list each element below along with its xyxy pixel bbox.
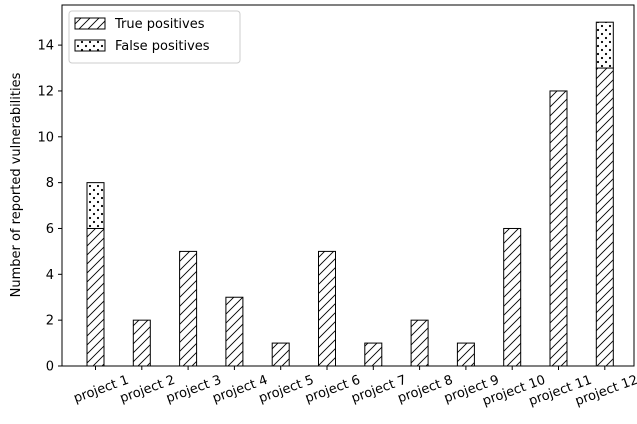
bar-false-positives-12 (595, 21, 614, 69)
bar-true-positives-1 (86, 227, 105, 367)
y-tick-label: 12 (37, 84, 54, 99)
bar-true-positives-10 (503, 227, 522, 367)
y-tick-label: 8 (46, 176, 54, 191)
bar-true-positives-3 (179, 250, 198, 367)
bar-true-positives-12 (595, 67, 614, 367)
bar-true-positives-8 (410, 319, 429, 367)
legend-swatch (74, 17, 106, 30)
bar-true-positives-2 (132, 319, 151, 367)
y-tick-label: 4 (46, 268, 54, 283)
legend-label: False positives (115, 39, 210, 54)
plot-frame (61, 4, 635, 367)
legend-frame (68, 10, 241, 64)
y-tick-label: 10 (37, 130, 54, 145)
bar-false-positives-1 (86, 182, 105, 229)
bar-true-positives-7 (364, 342, 383, 367)
bar-true-positives-4 (225, 296, 244, 367)
bar-true-positives-11 (549, 90, 568, 367)
y-tick-label: 2 (46, 314, 54, 329)
legend-swatch (74, 39, 106, 52)
y-axis-label: Number of reported vulnerabilities (9, 72, 24, 297)
bar-true-positives-9 (456, 342, 475, 367)
legend: True positives False positives (68, 10, 241, 64)
y-tick-label: 6 (46, 222, 54, 237)
legend-label: True positives (114, 17, 205, 32)
bar-true-positives-6 (318, 250, 336, 367)
y-tick-label: 0 (46, 360, 54, 375)
bar-true-positives-5 (271, 342, 290, 367)
y-tick-label: 14 (37, 39, 54, 54)
